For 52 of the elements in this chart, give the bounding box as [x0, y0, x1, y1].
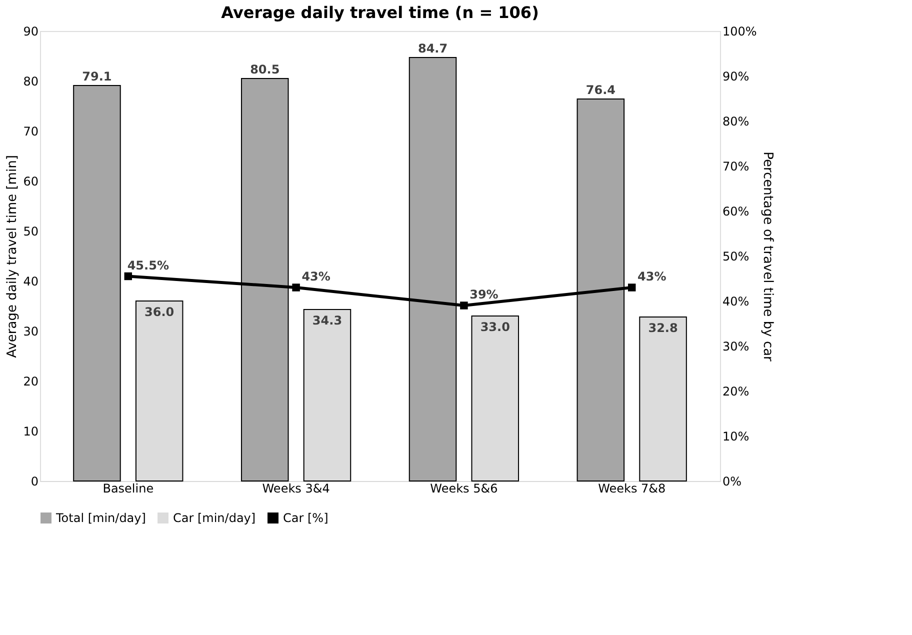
- x-tick-label: Baseline: [102, 482, 154, 496]
- point: [124, 272, 132, 280]
- y-tick-label: 10: [23, 424, 38, 438]
- point: [460, 302, 468, 310]
- y2-tick-label: 60%: [722, 204, 750, 218]
- y2-tick-label: 0%: [722, 474, 742, 488]
- bar: [639, 316, 687, 482]
- y-tick-label: 30: [23, 324, 38, 338]
- y-tick-label: 0: [30, 474, 38, 488]
- y-tick-label: 90: [23, 24, 38, 38]
- chart-title: Average daily travel time (n = 106): [221, 3, 539, 22]
- y2-axis-title: Percentage of travel time by car: [760, 152, 775, 362]
- data-label: 76.4: [586, 83, 616, 97]
- y2-tick-label: 80%: [722, 114, 750, 128]
- x-tick-label: Weeks 7&8: [598, 482, 666, 496]
- y-tick-label: 50: [23, 224, 38, 238]
- y-axis-title: Average daily travel time [min]: [5, 155, 20, 358]
- y2-tick-label: 100%: [722, 24, 757, 38]
- y2-tick-label: 40%: [722, 294, 750, 308]
- point: [292, 284, 300, 292]
- data-label: 80.5: [250, 62, 280, 76]
- y2-tick-label: 30%: [722, 340, 750, 354]
- y2-tick-label: 10%: [722, 430, 750, 444]
- data-label: 39%: [470, 288, 498, 302]
- bar: [471, 316, 520, 482]
- data-label: 36.0: [144, 305, 174, 319]
- bar: [303, 309, 352, 482]
- bar: [73, 85, 121, 482]
- y2-tick-label: 20%: [722, 384, 750, 398]
- data-label: 33.0: [480, 320, 510, 334]
- x-tick-label: Weeks 3&4: [262, 482, 330, 496]
- data-label: 43%: [302, 270, 330, 284]
- y-tick-label: 70: [23, 124, 38, 138]
- bar: [135, 300, 184, 482]
- legend-label: Car [min/day]: [173, 511, 256, 525]
- data-label: 84.7: [418, 42, 448, 56]
- y-tick-label: 80: [23, 74, 38, 88]
- y2-tick-label: 50%: [722, 250, 750, 264]
- data-label: 34.3: [312, 314, 342, 328]
- y-tick-label: 60: [23, 174, 38, 188]
- y2-tick-label: 90%: [722, 70, 750, 84]
- point: [628, 284, 636, 292]
- legend-label: Car [%]: [283, 511, 328, 525]
- data-label: 45.5%: [127, 258, 169, 272]
- data-label: 43%: [637, 270, 666, 284]
- legend-label: Total [min/day]: [55, 511, 146, 525]
- y-tick-label: 40: [23, 274, 38, 288]
- y-tick-label: 20: [23, 374, 38, 388]
- y2-tick-label: 70%: [722, 160, 750, 174]
- data-label: 32.8: [648, 321, 678, 335]
- data-label: 79.1: [82, 70, 112, 84]
- x-tick-label: Weeks 5&6: [430, 482, 498, 496]
